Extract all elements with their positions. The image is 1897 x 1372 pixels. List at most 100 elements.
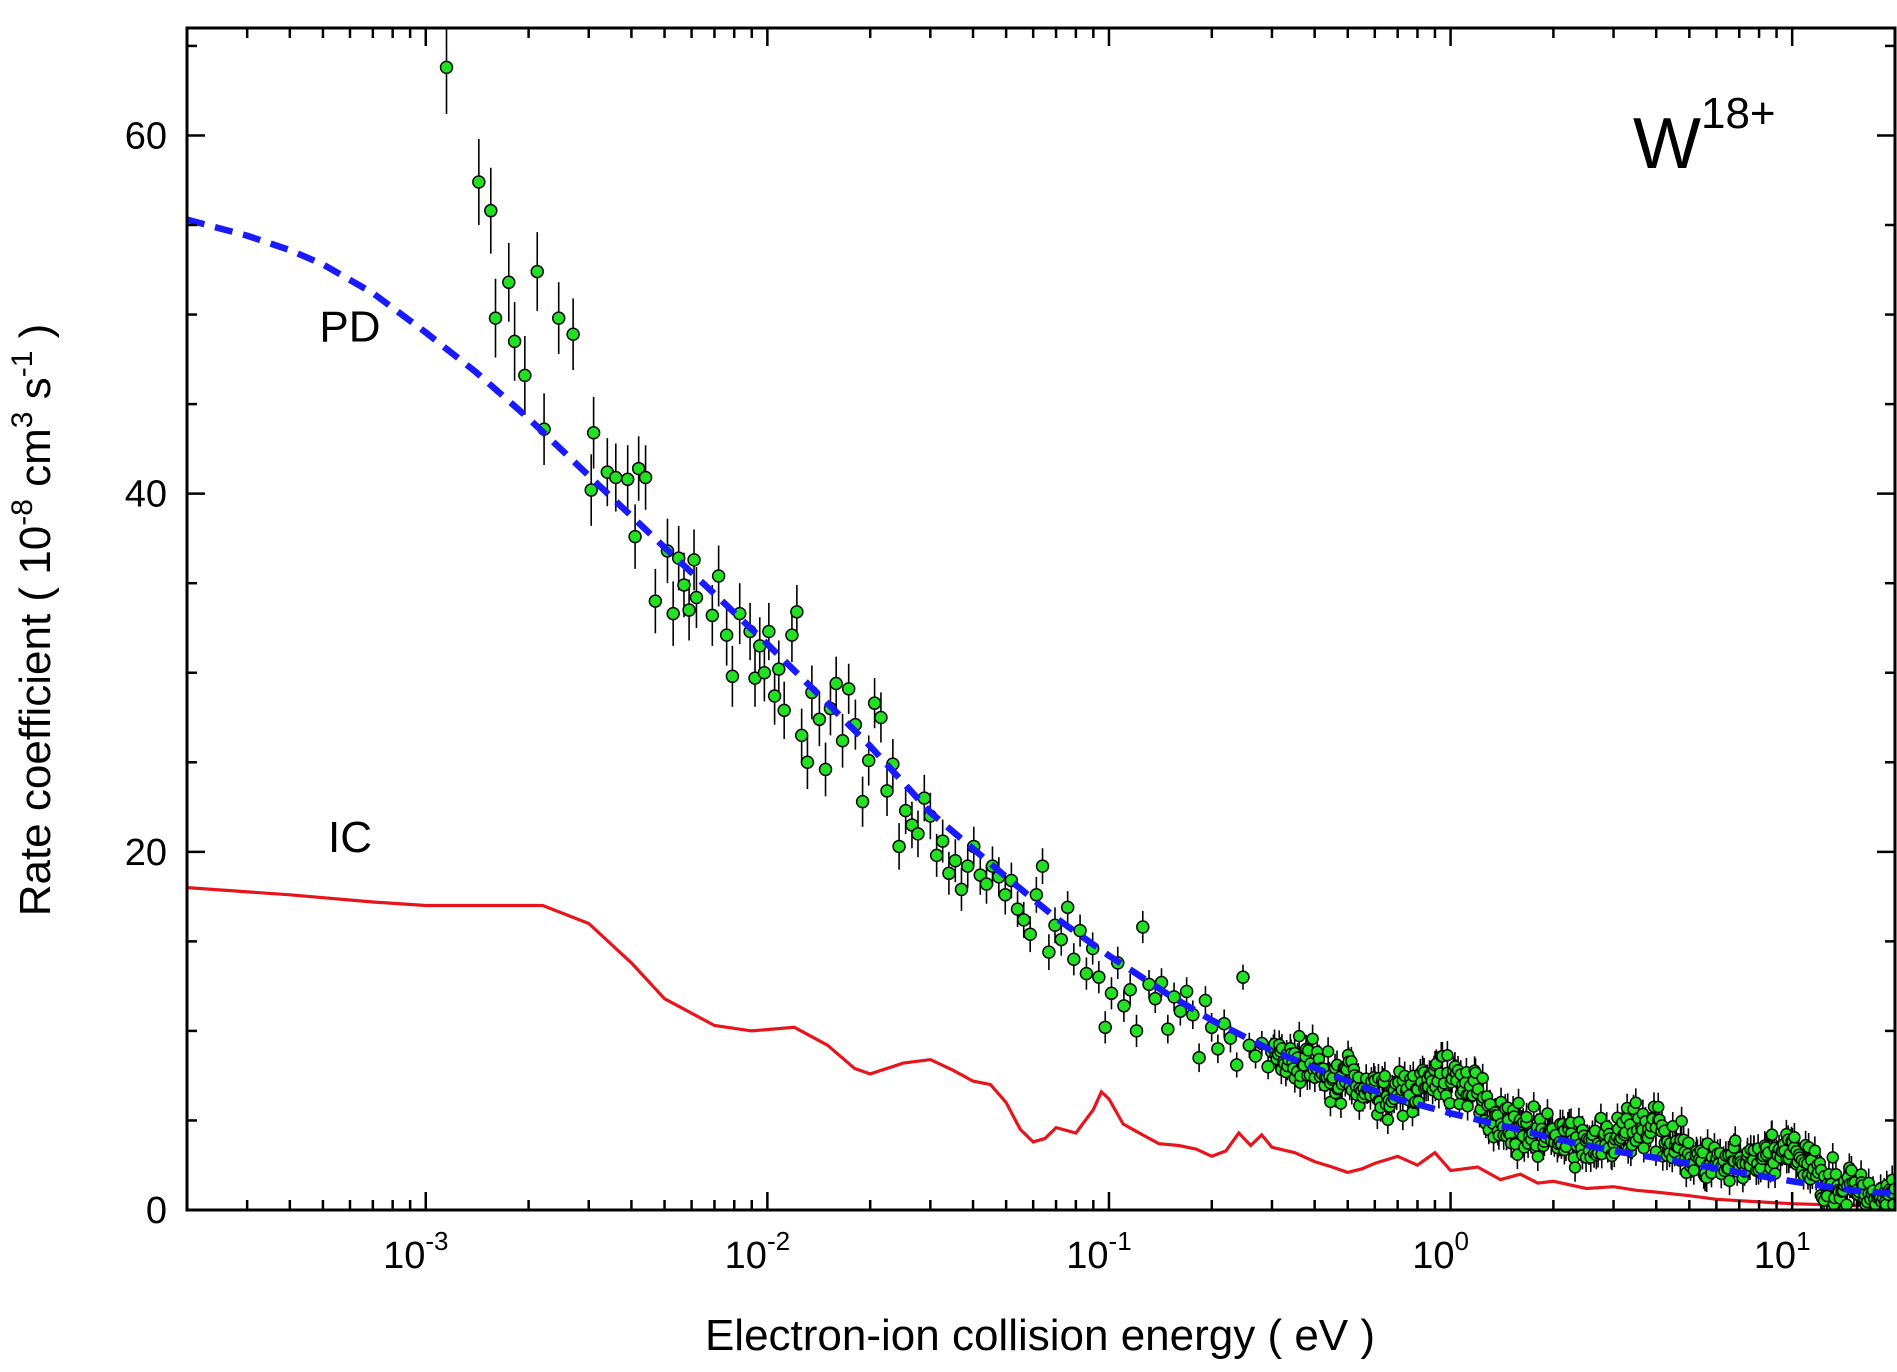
data-point — [725, 669, 740, 684]
data-layer — [187, 28, 1895, 1210]
data-points — [439, 60, 1895, 1210]
data-point — [488, 311, 503, 325]
data-point — [1229, 1058, 1244, 1072]
data-point — [1531, 1150, 1545, 1163]
data-point — [530, 264, 544, 279]
data-point — [1675, 1114, 1688, 1128]
data-point — [762, 624, 776, 639]
data-point — [1682, 1136, 1695, 1149]
data-point — [1788, 1131, 1801, 1144]
data-point — [1010, 902, 1025, 916]
pd-curve — [187, 216, 1895, 1198]
data-point — [911, 827, 925, 841]
data-point — [942, 866, 956, 881]
data-point — [867, 696, 882, 710]
data-point — [1079, 966, 1094, 981]
data-point — [1236, 970, 1250, 984]
x-tick-label: 10-2 — [725, 1226, 790, 1277]
data-point — [666, 606, 680, 621]
data-point — [689, 590, 704, 605]
data-point — [1161, 1022, 1175, 1036]
data-point — [800, 755, 815, 770]
x-tick-label-base: 10 — [383, 1235, 425, 1277]
y-axis-title-prefix: Rate coefficient ( 10 — [11, 526, 60, 917]
data-point — [855, 794, 870, 809]
data-point — [785, 628, 799, 642]
data-point — [1723, 1174, 1736, 1188]
data-point — [682, 603, 696, 617]
x-tick-label-exp: -3 — [425, 1226, 448, 1256]
y-axis-title-sup1: -8 — [6, 499, 39, 526]
ic-curve — [187, 886, 1895, 1208]
y-axis-ticks — [187, 44, 1895, 1212]
x-tick-label-base: 10 — [1066, 1235, 1108, 1277]
data-point — [1765, 1128, 1779, 1141]
data-point — [790, 605, 804, 619]
y-axis-title-mid2: s — [11, 377, 60, 411]
data-point — [1198, 993, 1213, 1008]
data-point — [1092, 970, 1106, 984]
data-point — [1840, 1198, 1853, 1210]
data-point — [948, 854, 963, 868]
data-point — [1136, 920, 1150, 934]
x-tick-label: 10-3 — [383, 1226, 448, 1277]
data-point — [1129, 1024, 1144, 1038]
data-point — [794, 728, 809, 743]
data-point — [586, 425, 601, 440]
data-point — [772, 662, 786, 676]
data-point — [1104, 986, 1119, 1001]
data-point — [1520, 1110, 1533, 1124]
data-point — [1016, 913, 1031, 927]
data-point — [1192, 1051, 1206, 1065]
data-point — [935, 834, 950, 848]
data-point — [1261, 1059, 1275, 1074]
data-point — [1242, 1038, 1257, 1052]
x-tick-label-exp: -1 — [1109, 1226, 1132, 1256]
data-point — [507, 334, 522, 349]
data-point — [835, 734, 850, 748]
x-tick-label: 10-1 — [1066, 1226, 1131, 1277]
data-point — [1060, 900, 1075, 915]
data-point — [687, 553, 701, 567]
data-point — [929, 848, 944, 863]
data-point — [620, 472, 635, 487]
data-point — [1594, 1111, 1608, 1125]
data-point — [812, 712, 827, 727]
x-tick-label-exp: 1 — [1796, 1226, 1810, 1256]
data-point — [818, 762, 833, 777]
data-point — [719, 628, 734, 642]
data-point — [1179, 984, 1194, 999]
data-point — [609, 470, 623, 485]
y-tick-label: 0 — [146, 1190, 167, 1232]
data-point — [518, 368, 532, 383]
y-tick-label: 40 — [125, 474, 167, 516]
data-point — [1652, 1100, 1665, 1114]
data-point — [767, 689, 782, 703]
data-point — [711, 569, 726, 583]
data-point — [1211, 1042, 1225, 1056]
data-point — [960, 859, 975, 873]
y-tick-label: 20 — [125, 832, 167, 874]
data-point — [1441, 1049, 1454, 1062]
x-tick-label-base: 10 — [725, 1235, 767, 1277]
data-point — [638, 470, 653, 485]
data-point — [1826, 1151, 1839, 1164]
ic-label: IC — [328, 813, 372, 862]
data-point — [1023, 927, 1037, 941]
data-point — [677, 578, 691, 592]
plot-background — [187, 28, 1895, 1210]
x-tick-label-exp: 0 — [1454, 1226, 1468, 1256]
data-point — [484, 203, 498, 218]
data-point — [1035, 859, 1050, 873]
chart-title: W18+ — [1633, 89, 1776, 184]
data-point — [917, 791, 932, 805]
data-point — [566, 327, 580, 341]
data-point — [1527, 1100, 1541, 1113]
data-point — [898, 803, 913, 818]
data-point — [1042, 945, 1056, 959]
x-axis-ticks — [185, 28, 1897, 1210]
data-point — [1381, 1113, 1395, 1127]
data-point — [551, 311, 566, 325]
x-axis-tick-labels: 10-3 10-2 10-1 100 101 — [383, 1226, 1810, 1277]
